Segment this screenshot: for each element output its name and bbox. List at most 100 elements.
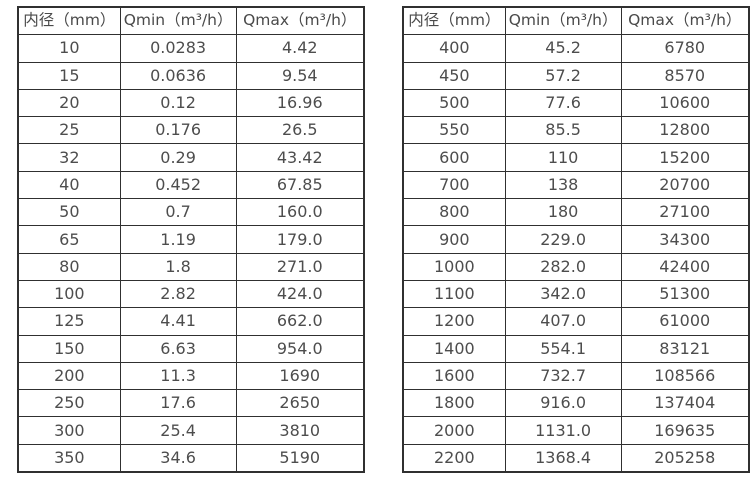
table-cell: 67.85: [235, 170, 365, 200]
column-header: Qmin（m³/h）: [119, 6, 237, 36]
table-row: 150 6.63 954.0: [17, 334, 365, 363]
table-cell: 1400: [402, 334, 506, 363]
table-cell: 424.0: [235, 279, 365, 309]
table-row: 1000 282.0 42400: [402, 252, 750, 281]
table-cell: 61000: [620, 307, 750, 336]
column-header: 内径（mm）: [402, 6, 506, 36]
column-header: Qmax（m³/h）: [620, 6, 750, 36]
table-cell: 50: [17, 198, 121, 227]
table-cell: 4.42: [235, 34, 365, 63]
table-cell: 271.0: [235, 252, 365, 281]
table-cell: 229.0: [504, 225, 622, 254]
table-cell: 6.63: [119, 334, 237, 363]
table-row: 250 17.6 2650: [17, 389, 365, 418]
table-cell: 1368.4: [504, 443, 622, 473]
table-cell: 1131.0: [504, 416, 622, 445]
column-header: 内径（mm）: [17, 6, 121, 36]
table-cell: 300: [17, 416, 121, 445]
header-row: 内径（mm） Qmin（m³/h） Qmax（m³/h）: [402, 6, 750, 36]
table-cell: 3810: [235, 416, 365, 445]
table-cell: 80: [17, 252, 121, 281]
table-cell: 43.42: [235, 143, 365, 172]
table-cell: 800: [402, 198, 506, 227]
table-cell: 5190: [235, 443, 365, 473]
table-cell: 1.19: [119, 225, 237, 254]
table-cell: 1690: [235, 361, 365, 391]
table-cell: 179.0: [235, 225, 365, 254]
table-cell: 0.12: [119, 88, 237, 118]
table-cell: 65: [17, 225, 121, 254]
table-row: 500 77.6 10600: [402, 88, 750, 118]
table-cell: 554.1: [504, 334, 622, 363]
table-cell: 34300: [620, 225, 750, 254]
table-cell: 40: [17, 170, 121, 200]
table-row: 125 4.41 662.0: [17, 307, 365, 336]
table-cell: 180: [504, 198, 622, 227]
table-row: 350 34.6 5190: [17, 443, 365, 473]
table-cell: 9.54: [235, 61, 365, 90]
table-cell: 205258: [620, 443, 750, 473]
table-cell: 732.7: [504, 361, 622, 391]
table-cell: 1800: [402, 389, 506, 418]
table-cell: 11.3: [119, 361, 237, 391]
table-row: 700 138 20700: [402, 170, 750, 200]
table-cell: 45.2: [504, 34, 622, 63]
table-cell: 450: [402, 61, 506, 90]
table-cell: 2000: [402, 416, 506, 445]
table-row: 1100 342.0 51300: [402, 279, 750, 309]
table-cell: 350: [17, 443, 121, 473]
table-cell: 0.0636: [119, 61, 237, 90]
table-cell: 342.0: [504, 279, 622, 309]
column-header: Qmax（m³/h）: [235, 6, 365, 36]
table-row: 20 0.12 16.96: [17, 88, 365, 118]
table-row: 550 85.5 12800: [402, 116, 750, 145]
table-cell: 150: [17, 334, 121, 363]
table-row: 1600 732.7 108566: [402, 361, 750, 391]
table-row: 40 0.452 67.85: [17, 170, 365, 200]
column-header: Qmin（m³/h）: [504, 6, 622, 36]
table-cell: 8570: [620, 61, 750, 90]
flow-rate-table-left: 内径（mm） Qmin（m³/h） Qmax（m³/h） 10 0.0283 4.42 15…: [17, 6, 365, 474]
table-row: 2200 1368.4 205258: [402, 443, 750, 473]
table-cell: 954.0: [235, 334, 365, 363]
table-cell: 1000: [402, 252, 506, 281]
table-cell: 138: [504, 170, 622, 200]
table-cell: 0.452: [119, 170, 237, 200]
header-row: 内径（mm） Qmin（m³/h） Qmax（m³/h）: [17, 6, 365, 36]
table-cell: 900: [402, 225, 506, 254]
table-row: 15 0.0636 9.54: [17, 61, 365, 90]
table-cell: 85.5: [504, 116, 622, 145]
table-cell: 17.6: [119, 389, 237, 418]
table-cell: 169635: [620, 416, 750, 445]
table-cell: 137404: [620, 389, 750, 418]
table-cell: 10600: [620, 88, 750, 118]
table-row: 65 1.19 179.0: [17, 225, 365, 254]
table-row: 50 0.7 160.0: [17, 198, 365, 227]
table-row: 400 45.2 6780: [402, 34, 750, 63]
table-cell: 0.0283: [119, 34, 237, 63]
table-row: 800 180 27100: [402, 198, 750, 227]
table-row: 100 2.82 424.0: [17, 279, 365, 309]
table-cell: 407.0: [504, 307, 622, 336]
table-cell: 100: [17, 279, 121, 309]
table-cell: 20: [17, 88, 121, 118]
table-cell: 4.41: [119, 307, 237, 336]
table-cell: 400: [402, 34, 506, 63]
table-cell: 25.4: [119, 416, 237, 445]
table-cell: 700: [402, 170, 506, 200]
table-cell: 32: [17, 143, 121, 172]
table-cell: 0.29: [119, 143, 237, 172]
table-cell: 57.2: [504, 61, 622, 90]
flow-rate-tables-container: 内径（mm） Qmin（m³/h） Qmax（m³/h） 10 0.0283 4.42 15…: [17, 6, 750, 474]
table-row: 200 11.3 1690: [17, 361, 365, 391]
table-row: 300 25.4 3810: [17, 416, 365, 445]
table-row: 450 57.2 8570: [402, 61, 750, 90]
table-cell: 1600: [402, 361, 506, 391]
table-cell: 2200: [402, 443, 506, 473]
table-cell: 6780: [620, 34, 750, 63]
table-cell: 51300: [620, 279, 750, 309]
flow-rate-table-right: 内径（mm） Qmin（m³/h） Qmax（m³/h） 400 45.2 6780 450…: [402, 6, 750, 474]
table-cell: 42400: [620, 252, 750, 281]
table-cell: 83121: [620, 334, 750, 363]
table-cell: 34.6: [119, 443, 237, 473]
